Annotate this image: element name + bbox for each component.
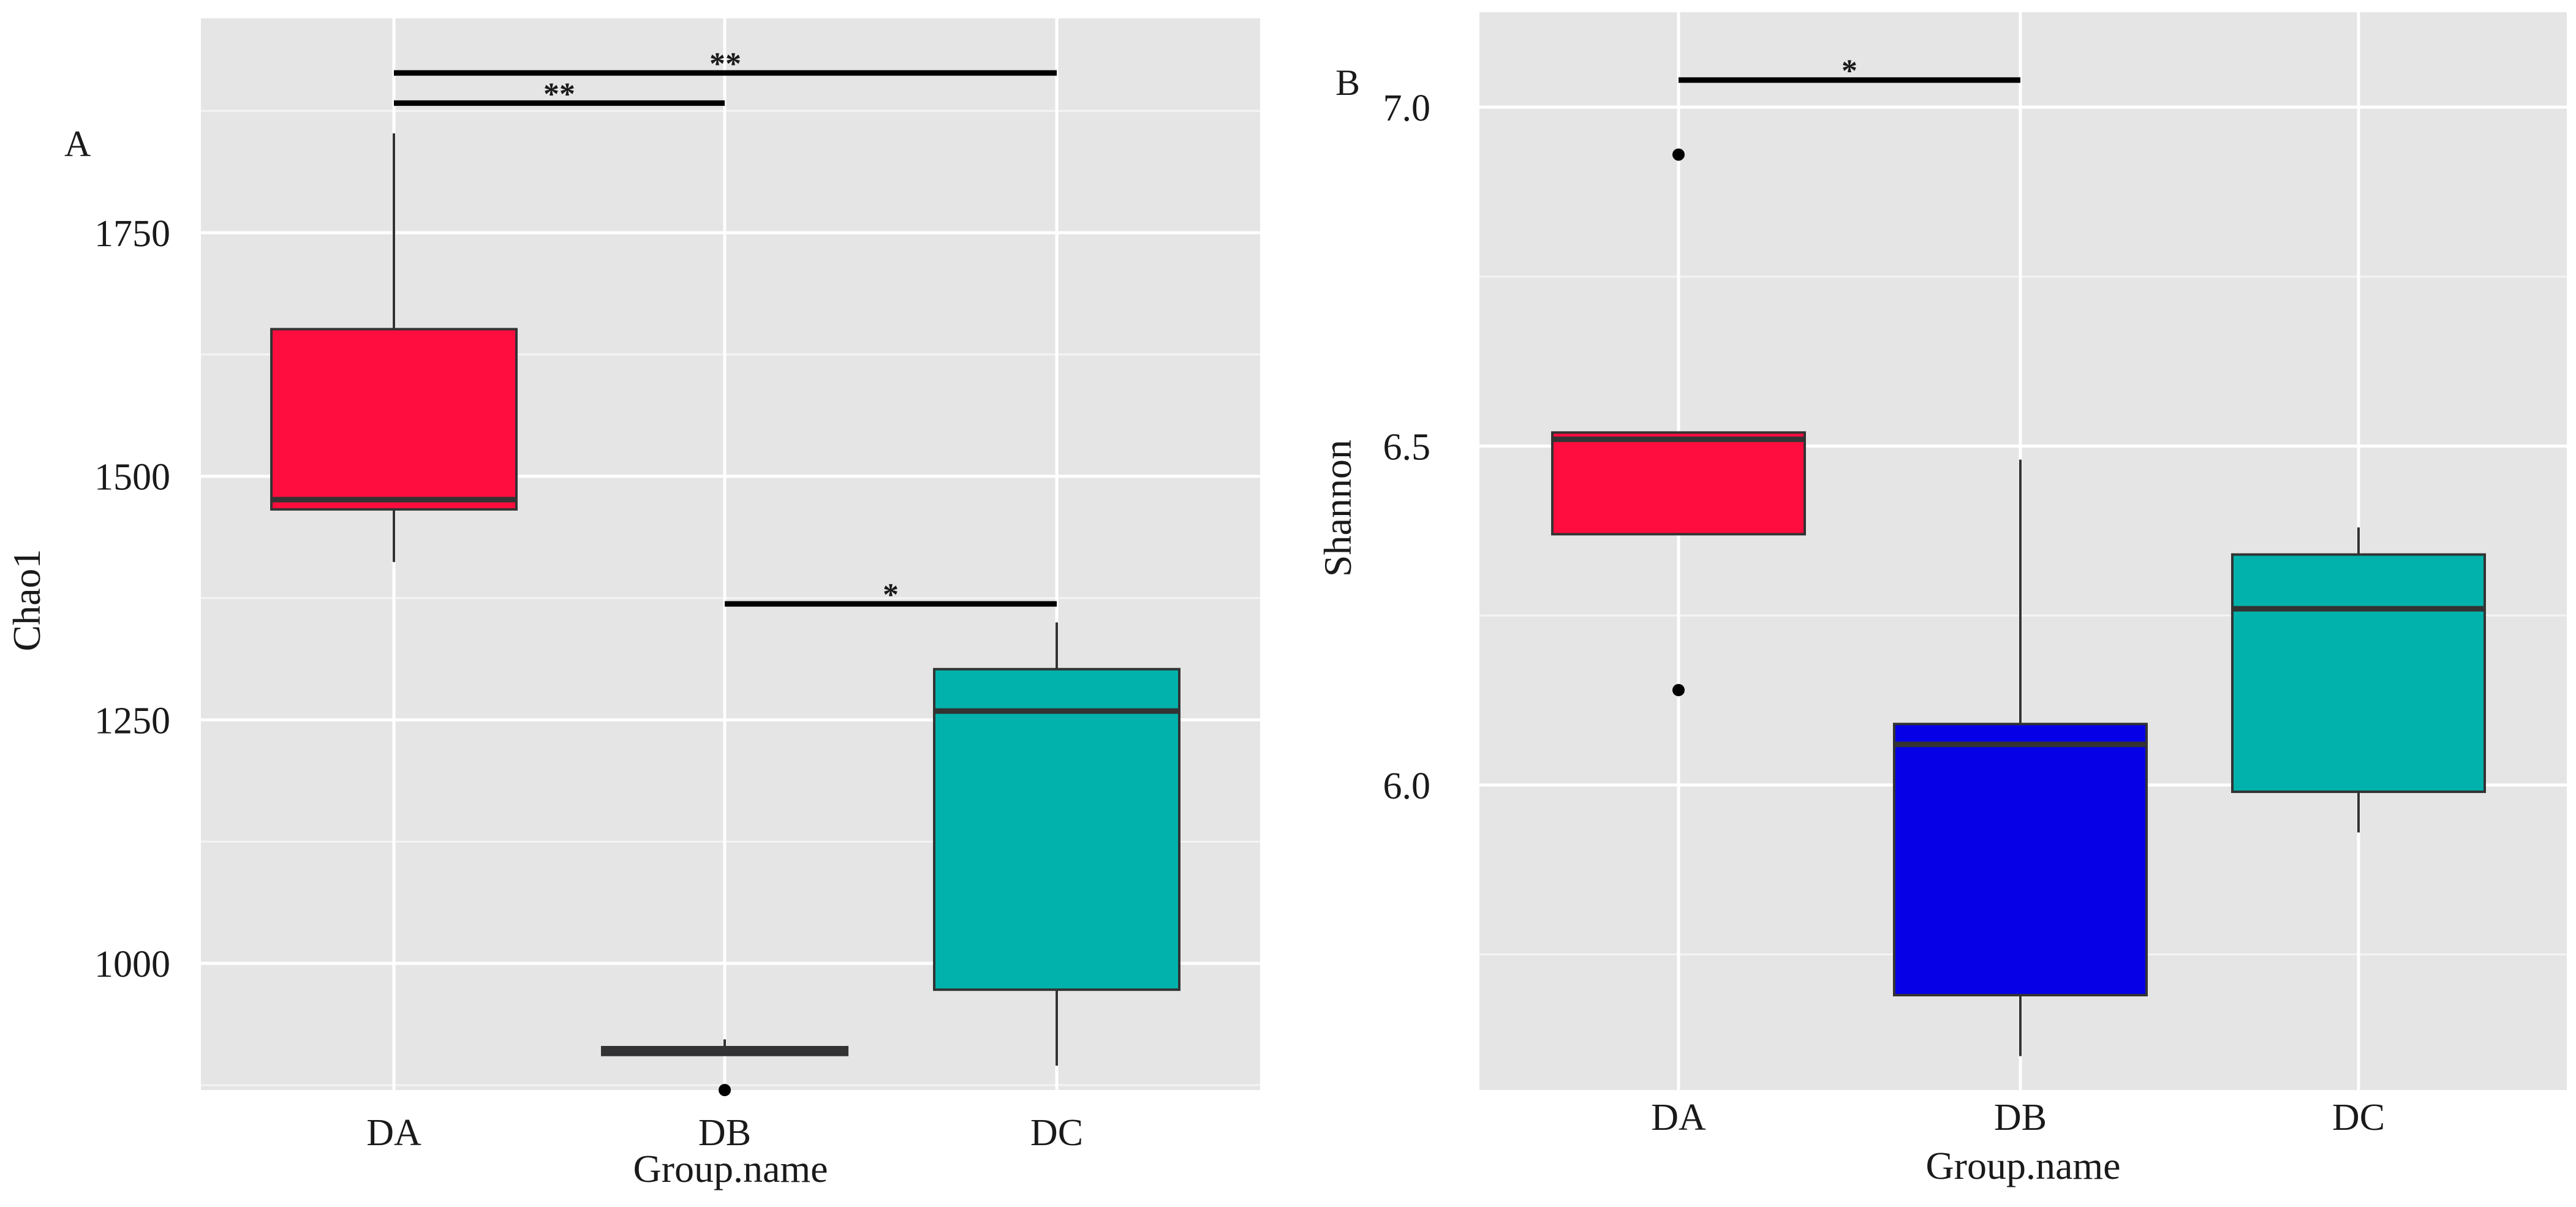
x-tick-label: DC	[2332, 1097, 2385, 1138]
y-tick-label: 1750	[94, 213, 170, 255]
y-axis-title: Shannon	[1316, 440, 1359, 577]
box-dc	[2231, 553, 2486, 793]
x-tick-label: DA	[1651, 1097, 1706, 1138]
panel-label: B	[1335, 62, 1360, 103]
panel-b-shannon: 6.0 6.5 7.0 DA DB DC * Group.name Shannon B	[1316, 12, 2567, 1187]
outlier-point	[1672, 683, 1685, 696]
box-dc	[933, 667, 1180, 991]
box-db	[1893, 723, 2148, 997]
significance-label: *	[1841, 54, 1857, 89]
x-tick-label: DB	[1994, 1097, 2047, 1138]
y-axis-title: Chao1	[5, 549, 48, 651]
x-tick-label: DC	[1030, 1112, 1083, 1154]
x-axis-title: Group.name	[1925, 1144, 2120, 1187]
y-tick-label: 1000	[94, 944, 170, 985]
significance-label: **	[543, 77, 575, 111]
significance-label: *	[883, 577, 899, 612]
y-tick-label: 1250	[94, 700, 170, 742]
outlier-point	[1672, 148, 1685, 161]
panel-label: A	[64, 124, 91, 164]
y-tick-label: 6.0	[1383, 765, 1431, 807]
significance-label: **	[709, 47, 741, 81]
box-da	[270, 328, 518, 511]
box-da	[1551, 431, 1806, 536]
y-tick-label: 6.5	[1383, 426, 1431, 468]
outlier-point	[719, 1084, 731, 1096]
x-tick-label: DB	[698, 1112, 751, 1154]
x-axis-title: Group.name	[633, 1147, 828, 1190]
x-tick-label: DA	[366, 1112, 421, 1154]
y-tick-label: 7.0	[1383, 88, 1431, 129]
y-tick-label: 1500	[94, 457, 170, 498]
